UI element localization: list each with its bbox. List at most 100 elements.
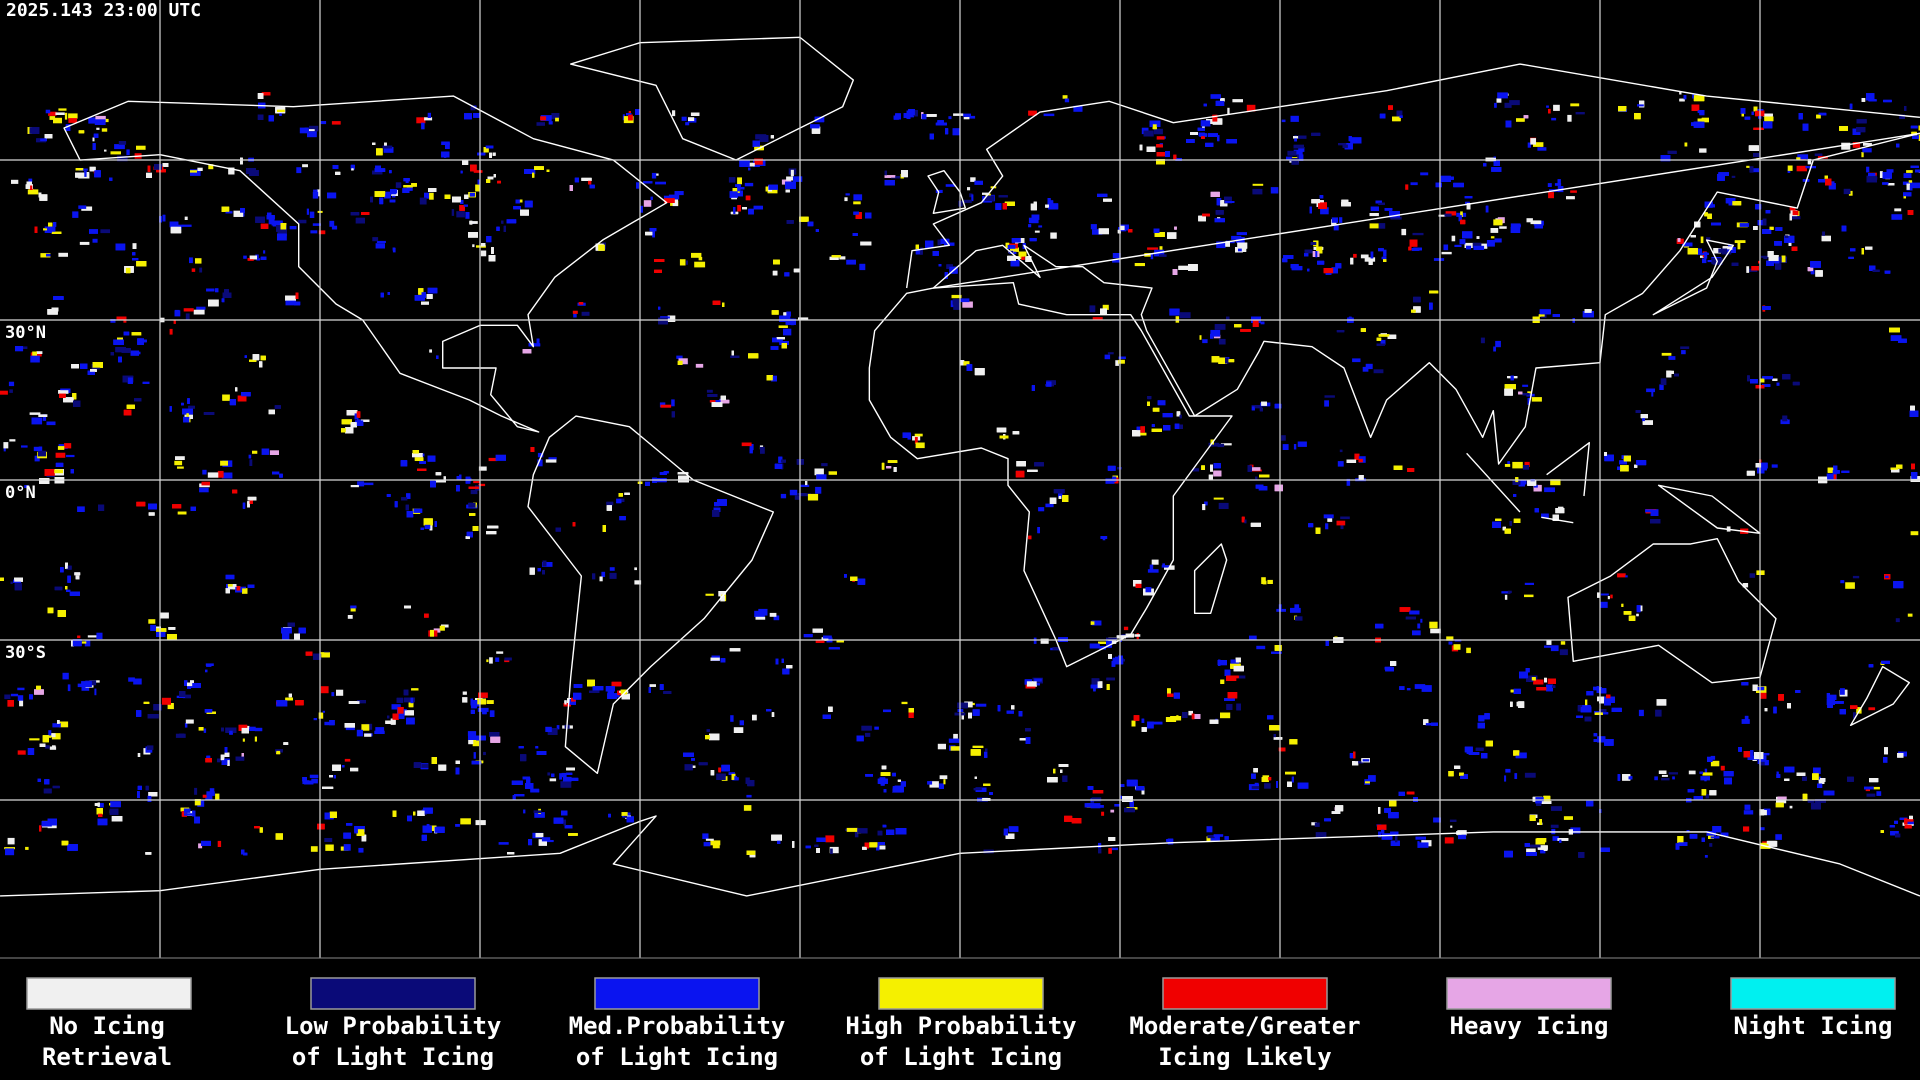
icing-pixel bbox=[1699, 148, 1707, 153]
icing-pixel bbox=[221, 472, 233, 479]
icing-pixel bbox=[1451, 235, 1456, 242]
icing-pixel bbox=[375, 727, 385, 733]
icing-pixel bbox=[1340, 516, 1350, 520]
icing-pixel bbox=[58, 252, 68, 257]
icing-pixel bbox=[202, 469, 207, 475]
icing-pixel bbox=[962, 113, 971, 117]
icing-pixel bbox=[1741, 719, 1750, 724]
icing-pixel bbox=[1420, 618, 1423, 623]
icing-pixel bbox=[7, 837, 15, 845]
icing-pixel bbox=[1760, 827, 1765, 831]
icing-pixel bbox=[1731, 175, 1736, 178]
icing-pixel bbox=[1147, 247, 1159, 250]
icing-pixel bbox=[672, 110, 676, 117]
icing-pixel bbox=[347, 615, 353, 619]
icing-pixel bbox=[350, 605, 357, 609]
icing-pixel bbox=[1204, 501, 1208, 506]
icing-pixel bbox=[783, 328, 792, 336]
icing-pixel bbox=[690, 112, 700, 116]
icing-pixel bbox=[1861, 152, 1864, 158]
icing-pixel bbox=[969, 193, 973, 198]
icing-pixel bbox=[1782, 415, 1788, 422]
icing-pixel bbox=[915, 442, 925, 449]
icing-pixel bbox=[190, 170, 197, 173]
icing-pixel bbox=[81, 206, 93, 211]
icing-pixel bbox=[1490, 236, 1495, 239]
icing-pixel bbox=[902, 432, 911, 438]
icing-pixel bbox=[1098, 228, 1109, 235]
icing-pixel bbox=[51, 733, 56, 738]
icing-pixel bbox=[1527, 142, 1531, 148]
icing-pixel bbox=[465, 212, 470, 219]
icing-pixel bbox=[208, 164, 214, 170]
icing-pixel bbox=[1182, 712, 1188, 718]
icing-pixel bbox=[1276, 608, 1286, 612]
icing-pixel bbox=[179, 733, 185, 738]
icing-pixel bbox=[743, 805, 752, 811]
icing-pixel bbox=[79, 241, 90, 245]
icing-pixel bbox=[169, 328, 173, 335]
icing-pixel bbox=[746, 794, 752, 798]
icing-pixel bbox=[939, 775, 948, 780]
icing-pixel bbox=[1033, 637, 1037, 644]
icing-pixel bbox=[136, 145, 146, 150]
icing-pixel bbox=[40, 253, 51, 258]
icing-pixel bbox=[1232, 99, 1243, 103]
icing-pixel bbox=[96, 127, 100, 130]
icing-pixel bbox=[555, 117, 559, 122]
icing-pixel bbox=[42, 414, 47, 421]
icing-pixel bbox=[395, 182, 402, 188]
icing-pixel bbox=[1891, 214, 1903, 220]
icing-pixel bbox=[825, 835, 835, 843]
icing-pixel bbox=[322, 710, 325, 713]
icing-pixel bbox=[256, 258, 261, 261]
icing-pixel bbox=[1490, 228, 1499, 233]
icing-pixel bbox=[1254, 782, 1259, 785]
icing-pixel bbox=[538, 839, 547, 846]
icing-pixel bbox=[1548, 108, 1551, 114]
icing-pixel bbox=[1352, 358, 1361, 363]
icing-pixel bbox=[350, 767, 359, 772]
icing-pixel bbox=[1159, 246, 1163, 253]
icing-pixel bbox=[1207, 835, 1215, 839]
icing-pixel bbox=[249, 726, 256, 731]
icing-pixel bbox=[1220, 443, 1232, 446]
icing-pixel bbox=[1807, 158, 1812, 165]
icing-pixel bbox=[1895, 618, 1900, 623]
icing-pixel bbox=[1213, 497, 1224, 500]
icing-pixel bbox=[1118, 356, 1126, 359]
icing-pixel bbox=[201, 481, 210, 486]
icing-pixel bbox=[1684, 142, 1688, 147]
icing-pixel bbox=[1894, 208, 1902, 212]
icing-pixel bbox=[1494, 102, 1497, 108]
icing-pixel bbox=[161, 697, 171, 705]
icing-pixel bbox=[185, 719, 194, 724]
icing-pixel bbox=[874, 726, 879, 730]
icing-pixel bbox=[953, 113, 964, 116]
icing-pixel bbox=[361, 724, 370, 731]
icing-pixel bbox=[0, 390, 8, 395]
icing-pixel bbox=[1751, 266, 1759, 271]
icing-pixel bbox=[1505, 768, 1511, 773]
icing-pixel bbox=[1494, 238, 1502, 243]
icing-pixel bbox=[1524, 461, 1530, 467]
icing-pixel bbox=[964, 115, 976, 119]
icing-pixel bbox=[1907, 613, 1913, 617]
icing-pixel bbox=[32, 351, 37, 356]
icing-pixel bbox=[133, 678, 142, 685]
icing-pixel bbox=[1559, 649, 1568, 656]
icing-pixel bbox=[436, 355, 439, 359]
icing-pixel bbox=[1749, 166, 1754, 173]
icing-pixel bbox=[1112, 259, 1121, 263]
icing-pixel bbox=[504, 659, 510, 663]
icing-pixel bbox=[1459, 239, 1466, 245]
icing-pixel bbox=[948, 738, 960, 743]
icing-pixel bbox=[1497, 92, 1508, 99]
icing-pixel bbox=[67, 684, 71, 692]
icing-pixel bbox=[298, 219, 307, 224]
icing-pixel bbox=[1143, 130, 1154, 137]
icing-pixel bbox=[1544, 487, 1555, 493]
icing-pixel bbox=[364, 733, 372, 737]
icing-pixel bbox=[1337, 461, 1344, 467]
icing-pixel bbox=[296, 167, 302, 174]
